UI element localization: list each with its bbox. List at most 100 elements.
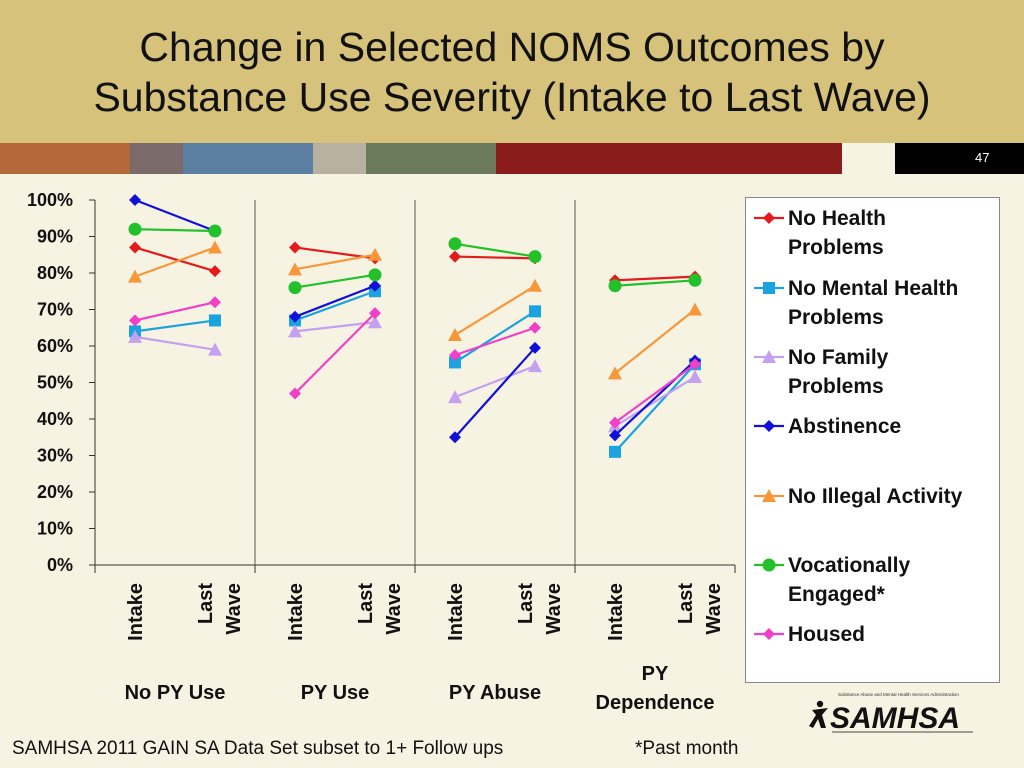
x-tick-label-word: Last xyxy=(515,583,537,624)
series-line-no-family-problems xyxy=(614,376,696,428)
group-label: PY Abuse xyxy=(449,682,541,704)
data-point-vocationally-engaged xyxy=(208,224,222,238)
stripe-3 xyxy=(183,143,313,174)
data-point-no-family-problems xyxy=(528,359,542,373)
series-line-no-family-problems xyxy=(294,321,376,333)
y-tick-label: 60% xyxy=(37,336,73,356)
footer-note: *Past month xyxy=(635,738,739,759)
series-line-no-illegal-activity xyxy=(614,308,696,375)
stripe-7 xyxy=(842,143,895,174)
logo-subtext: Substance Abuse and Mental Health Servic… xyxy=(838,692,959,697)
legend-marker-abstinence xyxy=(763,420,775,432)
group-label: PY xyxy=(642,663,669,685)
data-point-abstinence xyxy=(449,431,461,444)
data-point-housed xyxy=(529,321,541,334)
series-line-vocationally-engaged xyxy=(454,242,536,258)
data-point-no-family-problems xyxy=(288,324,302,338)
data-point-housed xyxy=(689,358,701,371)
y-tick-label: 0% xyxy=(47,555,73,575)
series-line-no-health-problems xyxy=(454,255,536,260)
y-tick-label: 50% xyxy=(37,373,73,393)
slide-number: 47 xyxy=(975,150,990,165)
y-tick-label: 70% xyxy=(37,300,73,320)
series-line-vocationally-engaged xyxy=(134,228,216,233)
legend-label-line: Problems xyxy=(788,236,884,259)
logo-text: SAMHSA xyxy=(830,702,960,735)
legend-label-line: No Health xyxy=(788,207,886,230)
series-line-no-family-problems xyxy=(134,335,216,351)
data-point-no-family-problems xyxy=(128,329,142,343)
data-point-housed xyxy=(289,387,301,400)
legend-label-no-family-problems: No Family Problems xyxy=(788,346,889,398)
data-point-housed xyxy=(449,349,461,362)
series-line-abstinence xyxy=(134,198,216,233)
data-point-housed xyxy=(129,314,141,327)
x-tick-label-word: Last xyxy=(355,583,377,624)
legend-label-line: No Mental Health xyxy=(788,277,958,300)
x-tick-label-word: Wave xyxy=(543,583,565,635)
data-point-no-health-problems xyxy=(209,265,221,278)
legend-label-no-health-problems: No Health Problems xyxy=(788,207,886,259)
x-tick-label: Last Wave xyxy=(195,583,245,635)
stripe-8 xyxy=(895,143,1024,174)
group-label: Dependence xyxy=(596,692,715,714)
data-point-abstinence xyxy=(529,341,541,354)
data-point-housed xyxy=(209,296,221,309)
data-point-abstinence xyxy=(369,279,381,292)
title-line-2: Substance Use Severity (Intake to Last W… xyxy=(93,74,931,120)
x-tick-label: Last Wave xyxy=(675,583,725,635)
legend-label-line: Problems xyxy=(788,375,884,398)
x-tick-label: Last Wave xyxy=(515,583,565,635)
legend-marker-no-mental-health-problems xyxy=(763,282,775,294)
legend-label-line: Abstinence xyxy=(788,415,901,438)
legend-label-line: Problems xyxy=(788,306,884,329)
data-point-no-illegal-activity xyxy=(528,278,542,292)
legend-marker-no-illegal-activity xyxy=(762,489,776,502)
data-point-vocationally-engaged xyxy=(448,237,462,251)
group-label: PY Use xyxy=(301,682,370,704)
data-point-vocationally-engaged xyxy=(368,268,382,282)
x-tick-label-word: Last xyxy=(675,583,697,624)
x-tick-label-word: Wave xyxy=(223,583,245,635)
x-tick-label-word: Last xyxy=(195,583,217,624)
y-tick-label: 20% xyxy=(37,482,73,502)
data-point-vocationally-engaged xyxy=(288,281,302,295)
page-title: Change in Selected NOMS Outcomes by Subs… xyxy=(0,22,1024,122)
legend-label-abstinence: Abstinence xyxy=(788,415,901,438)
y-tick-label: 10% xyxy=(37,519,73,539)
data-point-vocationally-engaged xyxy=(608,279,622,293)
y-tick-label: 90% xyxy=(37,227,73,247)
series-line-no-mental-health-problems xyxy=(294,290,376,322)
x-tick-label: Intake xyxy=(125,583,147,641)
stripe-6 xyxy=(496,143,842,174)
x-tick-label-word: Wave xyxy=(703,583,725,635)
y-tick-label: 30% xyxy=(37,446,73,466)
data-point-no-mental-health-problems xyxy=(529,305,541,318)
data-point-no-mental-health-problems xyxy=(609,445,621,458)
logo-figure-icon xyxy=(809,700,828,728)
y-tick-label: 40% xyxy=(37,409,73,429)
data-point-housed xyxy=(369,307,381,320)
legend-marker-vocationally-engaged xyxy=(762,558,776,572)
series-line-no-mental-health-problems xyxy=(134,319,216,333)
data-point-no-illegal-activity xyxy=(688,302,702,316)
legend-marker-no-health-problems xyxy=(763,212,775,224)
series-line-no-mental-health-problems xyxy=(454,310,536,364)
series-line-housed xyxy=(294,312,376,395)
data-point-no-family-problems xyxy=(688,370,702,384)
legend-label-no-mental-health-problems: No Mental Health Problems xyxy=(788,277,958,329)
series-line-no-illegal-activity xyxy=(294,253,376,271)
legend-label-line: No Illegal Activity xyxy=(788,485,963,508)
y-tick-label: 80% xyxy=(37,263,73,283)
data-point-no-illegal-activity xyxy=(128,269,142,283)
legend-marker-housed xyxy=(763,628,775,640)
x-tick-label: Intake xyxy=(285,583,307,641)
stripe-5 xyxy=(366,143,496,174)
series-line-abstinence xyxy=(294,284,376,318)
series-line-no-illegal-activity xyxy=(454,284,536,336)
x-tick-label: Intake xyxy=(605,583,627,641)
data-point-no-illegal-activity xyxy=(608,366,622,380)
data-point-no-family-problems xyxy=(208,342,222,356)
stripe-2 xyxy=(130,143,183,174)
legend-label-housed: Housed xyxy=(788,623,865,646)
